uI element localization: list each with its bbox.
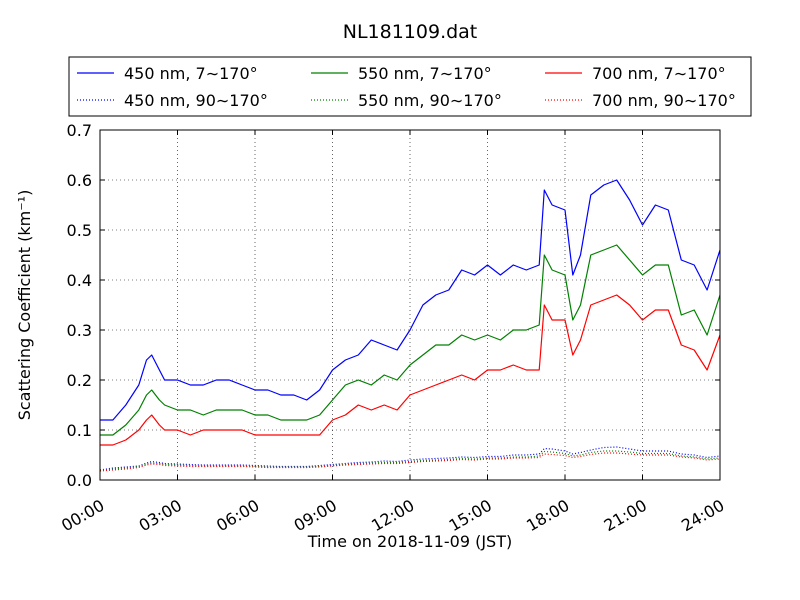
y-axis-label: Scattering Coefficient (km⁻¹) — [15, 190, 34, 421]
series-line-1 — [100, 244, 721, 436]
legend-label: 550 nm, 90∼170° — [358, 91, 502, 110]
y-tick-label: 0.3 — [67, 321, 92, 340]
series-line-3 — [99, 446, 721, 471]
legend: 450 nm, 7∼170° 550 nm, 7∼170° 700 nm, 7∼17… — [68, 56, 752, 117]
legend-label: 550 nm, 7∼170° — [358, 64, 492, 83]
chart-title: NL181109.dat — [343, 21, 478, 43]
axis-ticks — [99, 129, 721, 481]
y-tick-label: 0.5 — [67, 221, 92, 240]
series-line-0 — [100, 179, 721, 421]
series-line-5 — [99, 452, 721, 472]
y-tick-label: 0.1 — [67, 421, 92, 440]
legend-label: 700 nm, 90∼170° — [592, 91, 736, 110]
x-axis-label: Time on 2018-11-09 (JST) — [307, 532, 512, 551]
y-tick-label: 0.6 — [67, 171, 92, 190]
legend-frame — [68, 56, 752, 117]
y-tick-labels: 0.0 0.1 0.2 0.3 0.4 0.5 0.6 0.7 — [67, 121, 92, 490]
y-tick-label: 0.2 — [67, 371, 92, 390]
legend-label: 450 nm, 7∼170° — [124, 64, 258, 83]
data-series — [99, 179, 721, 472]
y-tick-label: 0.7 — [67, 121, 92, 140]
y-tick-label: 0.4 — [67, 271, 92, 290]
legend-label: 700 nm, 7∼170° — [592, 64, 726, 83]
y-tick-label: 0.0 — [67, 471, 92, 490]
legend-label: 450 nm, 90∼170° — [124, 91, 268, 110]
series-line-2 — [100, 294, 721, 446]
